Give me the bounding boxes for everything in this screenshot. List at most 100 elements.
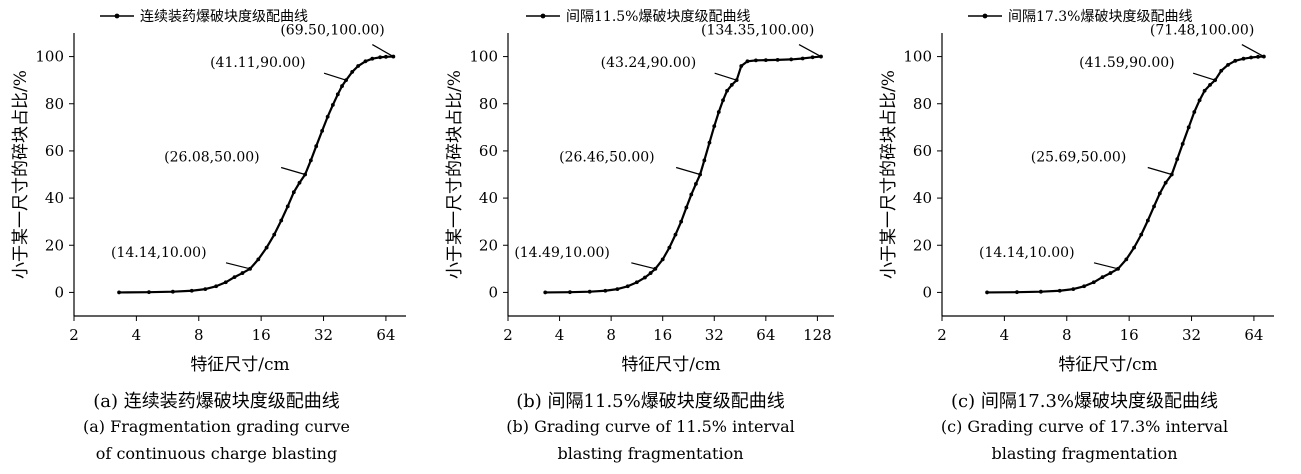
data-point (716, 110, 721, 114)
axes (937, 33, 1274, 321)
x-tick-label: 32 (314, 326, 333, 344)
data-point (335, 92, 340, 97)
data-point (648, 271, 653, 275)
chart-a: 2 4 8 16 32 64 0 20 40 60 80 100 特征尺寸/cm 小于某一尺寸的碎块占比/… (11, 8, 406, 375)
y-tick-label: 60 (913, 142, 932, 160)
x-tick-label: 8 (606, 326, 616, 344)
x-axis-title: 特征尺寸/cm (190, 355, 289, 375)
annotation-leader (225, 262, 251, 270)
y-tick-label: 20 (479, 236, 498, 254)
data-point (985, 290, 989, 295)
legend-marker (540, 13, 546, 19)
legend-label: 间隔17.3%爆破块度级配曲线 (1008, 9, 1192, 25)
y-tick-label: 40 (913, 189, 932, 207)
data-point (625, 284, 630, 289)
y-tick-label: 0 (922, 283, 932, 301)
data-point (1249, 55, 1253, 60)
caption-c-cn: (c) 间隔17.3%爆破块度级配曲线 (950, 391, 1219, 412)
data-point (325, 114, 330, 119)
y-tick-label: 80 (479, 95, 498, 113)
data-point (702, 158, 707, 163)
annotation-leader (1241, 44, 1265, 58)
data-point (320, 128, 325, 133)
caption-c-en-line2: blasting fragmentation (991, 444, 1178, 463)
annotation-label: (41.11,90.00) (210, 55, 306, 71)
data-point (707, 140, 712, 145)
y-tick-label: 100 (35, 48, 64, 66)
data-point (117, 290, 121, 295)
y-tick-label: 100 (903, 48, 932, 66)
annotation-label: (26.08,50.00) (164, 150, 260, 166)
data-point (1186, 125, 1191, 130)
annotation-leader (714, 72, 737, 81)
data-point (634, 280, 639, 285)
y-tick-label: 60 (45, 142, 64, 160)
data-point (1197, 98, 1202, 103)
data-point (203, 287, 208, 292)
data-point (1091, 280, 1096, 285)
data-point (615, 287, 620, 292)
data-point (279, 218, 284, 223)
panel-a: 2 4 8 16 32 64 0 20 40 60 80 100 特征尺寸/cm 小于某一尺寸的碎块占比/… (0, 0, 433, 474)
x-tick-label: 128 (803, 326, 832, 344)
legend-marker (114, 13, 120, 19)
y-tick-label: 40 (479, 189, 498, 207)
data-point (1015, 290, 1019, 295)
annotation-leader (1192, 72, 1216, 81)
annotation-leader (1093, 262, 1119, 270)
y-tick-label: 20 (913, 236, 932, 254)
data-point (1241, 56, 1246, 61)
data-point (1208, 82, 1212, 87)
annotation-leader (798, 44, 822, 58)
y-tick-label: 80 (913, 95, 932, 113)
data-point (147, 290, 151, 295)
y-tick-label: 100 (469, 48, 498, 66)
data-point (1038, 289, 1043, 294)
data-point (721, 98, 725, 103)
data-point (240, 271, 245, 275)
legend-marker (982, 13, 988, 19)
caption-a-en-line2: of continuous charge blasting (95, 444, 338, 463)
x-tick-label: 2 (69, 326, 79, 344)
x-tick-label: 8 (1062, 326, 1072, 344)
annotation-leader (372, 44, 394, 58)
annotation-leader (1147, 166, 1172, 176)
x-tick-label: 4 (132, 326, 142, 344)
data-point (223, 280, 228, 285)
annotation-label: (71.48,100.00) (1150, 23, 1254, 39)
data-point (753, 58, 758, 63)
x-tick-label: 4 (1000, 326, 1010, 344)
data-point (1071, 287, 1076, 292)
data-point (285, 204, 290, 209)
data-point (689, 192, 694, 197)
data-point (775, 57, 780, 62)
annotation-leader (631, 262, 656, 270)
panel-c: 2 4 8 16 32 64 0 20 40 60 80 100 特征尺寸/cm 小于某一尺寸的碎块占比/… (868, 0, 1301, 474)
data-point (291, 190, 296, 195)
annotation-leader (323, 72, 347, 81)
data-point (232, 275, 237, 279)
data-point (356, 64, 361, 68)
data-point (1192, 110, 1197, 114)
data-point (1100, 275, 1105, 279)
annotation-label: (41.59,90.00) (1079, 55, 1175, 71)
axes (69, 33, 406, 321)
data-point (1139, 232, 1144, 237)
annotation-label: (14.49,10.00) (514, 245, 610, 261)
y-tick-label: 60 (479, 142, 498, 160)
caption-a-cn: (a) 连续装药爆破块度级配曲线 (93, 391, 340, 412)
data-point (684, 205, 689, 210)
x-tick-label: 2 (937, 326, 947, 344)
x-axis-title: 特征尺寸/cm (621, 355, 720, 375)
data-point (272, 232, 277, 237)
data-point (660, 257, 665, 262)
data-point (214, 284, 219, 289)
data-point (1175, 157, 1180, 162)
x-tick-label: 4 (555, 326, 565, 344)
x-tick-label: 64 (756, 326, 775, 344)
caption-b-en-line2: blasting fragmentation (557, 444, 744, 463)
annotation-label: (26.46,50.00) (559, 150, 655, 166)
data-point (340, 84, 344, 88)
y-tick-label: 0 (54, 283, 64, 301)
data-point (643, 275, 647, 280)
